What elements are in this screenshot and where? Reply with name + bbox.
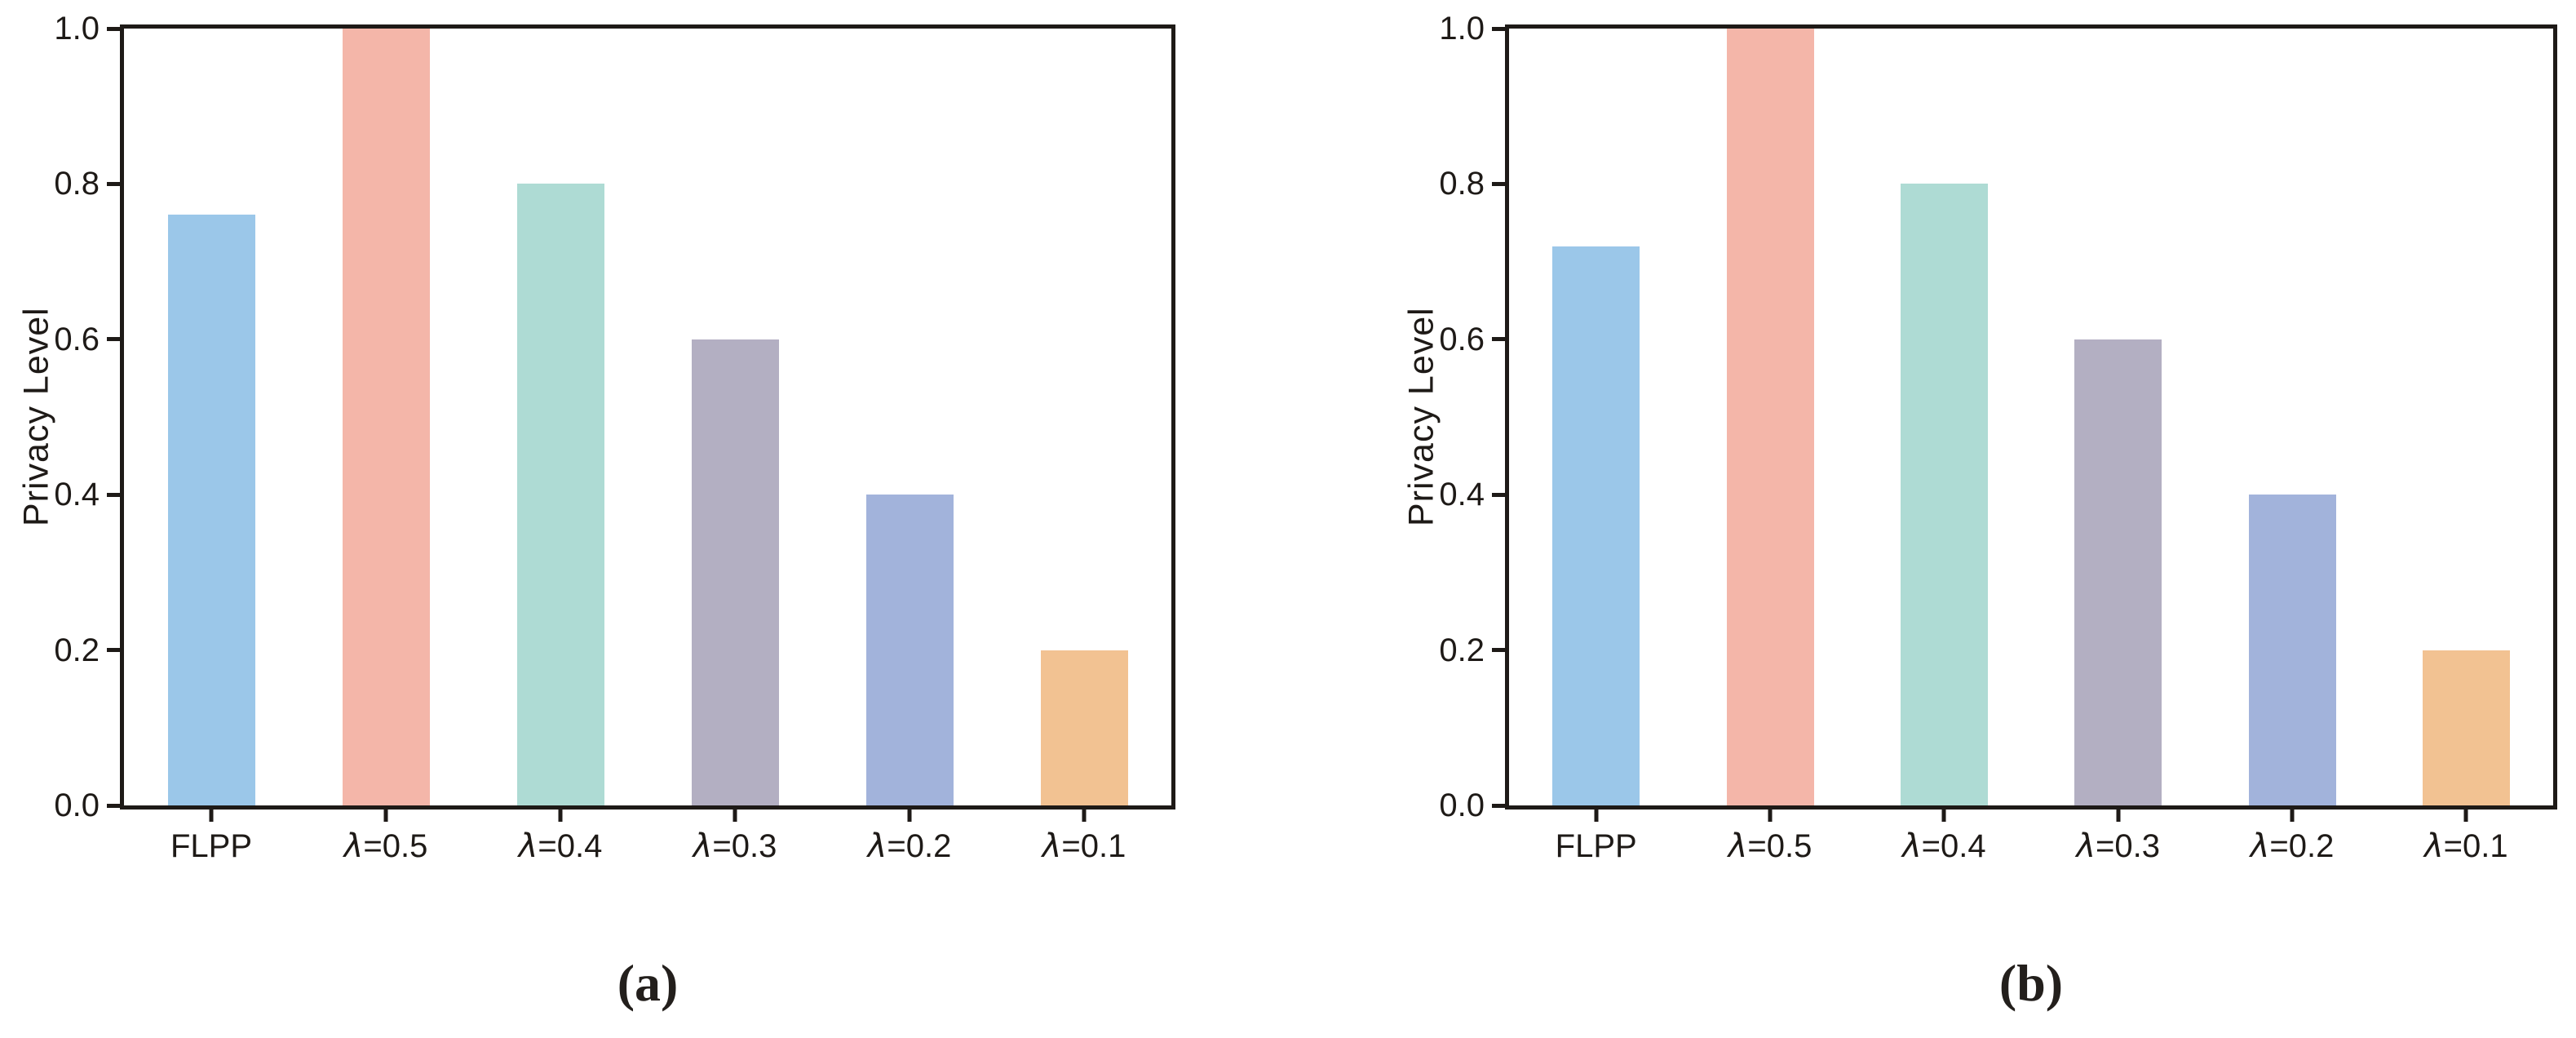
plot-area: 0.0 0.2 0.4 0.6 0.8 1.0 FLPP λ=0.5 λ=0.4 λ=0.3 λ=0… (54, 12, 1175, 864)
chart-b: Privacy Level 0.0 0.2 0.4 0.6 0.8 1.0 FLPP λ=0.… (1288, 0, 2576, 1038)
x-axis-tick-label: λ=0.5 (343, 827, 428, 865)
x-axis-tick-label: λ=0.2 (2250, 827, 2335, 865)
y-axis-title: Privacy Level (16, 307, 56, 527)
y-axis-tick-label: 0.8 (1439, 166, 1485, 202)
x-axis-tick (2116, 810, 2121, 822)
y-axis-tick-label: 1.0 (1439, 11, 1485, 47)
x-axis-tick-label: λ=0.2 (867, 827, 952, 865)
bar-FLPP (1552, 246, 1640, 805)
subfigure-caption-a: (a) (617, 954, 679, 1012)
subfigure-caption-b: (b) (1998, 954, 2064, 1012)
y-axis-tick (107, 492, 120, 497)
y-axis-tick-label: 0.2 (54, 632, 100, 668)
bar--0.5 (1726, 29, 1814, 805)
y-axis-tick-label: 1.0 (54, 11, 100, 47)
y-axis-tick (107, 181, 120, 186)
x-axis-tick-label: λ=0.3 (2076, 827, 2160, 865)
x-axis-tick (2463, 810, 2468, 822)
bar--0.1 (1040, 650, 1128, 805)
x-axis-tick (2290, 810, 2295, 822)
bar--0.5 (342, 29, 430, 805)
x-axis-tick (383, 810, 388, 822)
y-axis-tick (1492, 492, 1505, 497)
bar--0.4 (516, 184, 604, 805)
y-axis-tick-label: 0.6 (1439, 321, 1485, 357)
y-axis-tick (107, 26, 120, 31)
x-axis-tick (1082, 810, 1087, 822)
x-axis-tick (733, 810, 737, 822)
y-axis-tick-label: 0.0 (54, 787, 100, 823)
y-axis-tick-label: 0.4 (1439, 477, 1485, 513)
x-axis-tick (1594, 810, 1599, 822)
bar--0.3 (2074, 339, 2162, 805)
y-axis-tick (1492, 181, 1505, 186)
y-axis-tick (107, 337, 120, 342)
y-axis-title: Privacy Level (1401, 307, 1441, 527)
bar--0.2 (865, 495, 954, 805)
y-axis-tick (1492, 337, 1505, 342)
x-axis-tick-label: λ=0.1 (2424, 827, 2508, 865)
y-axis-tick (107, 648, 120, 653)
x-axis-tick-label: FLPP (170, 828, 253, 864)
y-axis-tick-label: 0.6 (54, 321, 100, 357)
y-axis-tick-label: 0.8 (54, 166, 100, 202)
x-axis-tick (1941, 810, 1946, 822)
x-axis-tick (558, 810, 563, 822)
x-axis-tick (907, 810, 912, 822)
plot-area: 0.0 0.2 0.4 0.6 0.8 1.0 FLPP λ=0.5 λ=0.4 λ=0.3 λ=0… (1439, 12, 2557, 864)
bar--0.1 (2422, 650, 2510, 805)
x-axis-tick-label: FLPP (1555, 828, 1637, 864)
x-axis-tick-label: λ=0.4 (1902, 827, 1986, 865)
bar--0.2 (2248, 495, 2336, 805)
bar-FLPP (167, 215, 255, 805)
bar--0.3 (691, 339, 779, 805)
y-axis-tick (1492, 803, 1505, 808)
y-axis-tick-label: 0.4 (54, 477, 100, 513)
x-axis-tick (1768, 810, 1773, 822)
x-axis-tick-label: λ=0.5 (1728, 827, 1812, 865)
x-axis-tick-label: λ=0.1 (1042, 827, 1126, 865)
y-axis-tick (1492, 648, 1505, 653)
y-axis-tick (107, 803, 120, 808)
chart-a: Privacy Level 0.0 0.2 0.4 0.6 0.8 1.0 FLPP λ=0.… (16, 12, 1175, 1012)
x-axis-tick-label: λ=0.3 (693, 827, 777, 865)
y-axis-tick-label: 0.0 (1439, 787, 1485, 823)
y-axis-tick (1492, 26, 1505, 31)
x-axis-tick (209, 810, 214, 822)
x-axis-tick-label: λ=0.4 (518, 827, 603, 865)
y-axis-tick-label: 0.2 (1439, 632, 1485, 668)
bar--0.4 (1900, 184, 1988, 805)
